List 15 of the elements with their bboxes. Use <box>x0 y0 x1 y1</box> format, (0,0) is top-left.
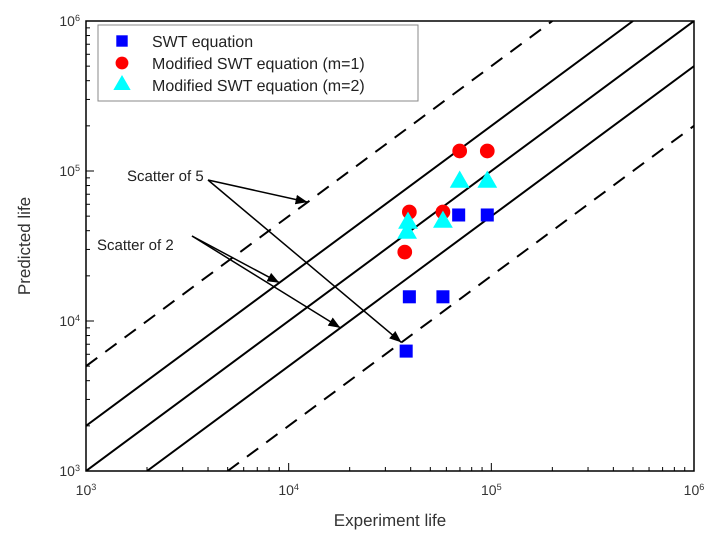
x-tick-label: 10$^{6}$ <box>684 482 704 498</box>
legend-label: Modified SWT equation (m=1) <box>152 56 365 73</box>
x-tick-label: 10$^{5}$ <box>481 482 502 498</box>
x-tick-label: 10$^{4}$ <box>278 482 299 498</box>
y-tick-label: 10$^{5}$ <box>59 163 80 179</box>
x-tick-label: 10$^{3}$ <box>76 482 96 498</box>
y-tick-label: 10$^{3}$ <box>59 463 80 479</box>
y-axis-title: Predicted life <box>15 196 34 296</box>
x-axis-title: Experiment life <box>334 511 446 530</box>
annotation: Scatter of 2 <box>97 237 174 254</box>
y-tick-label: 10$^{4}$ <box>59 313 80 329</box>
annotation: Scatter of 5 <box>127 168 204 185</box>
legend-label: Modified SWT equation (m=2) <box>152 78 365 95</box>
y-tick-label: 10$^{6}$ <box>59 13 80 29</box>
legend-label: SWT equation <box>152 34 254 51</box>
